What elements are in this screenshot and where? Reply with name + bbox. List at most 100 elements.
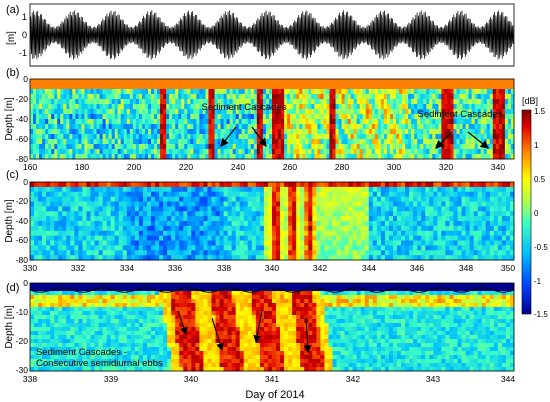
heat-cell: [58, 327, 63, 332]
heat-cell: [106, 235, 112, 242]
heat-cell: [449, 211, 454, 217]
heat-cell: [365, 134, 370, 140]
heat-cell: [160, 109, 164, 115]
heat-cell: [215, 225, 221, 232]
heat-cell: [74, 191, 79, 198]
heat-cell: [138, 129, 143, 135]
heat-cell: [96, 124, 101, 130]
heat-cell: [364, 255, 370, 261]
heat-cell: [413, 230, 418, 237]
heat-cell: [469, 255, 475, 261]
heat-cell: [66, 331, 71, 336]
heat-cell: [227, 255, 233, 261]
heat-cell: [72, 109, 76, 115]
heat-cell: [114, 216, 120, 222]
heat-cell: [203, 221, 208, 227]
heat-cell: [510, 154, 515, 160]
heat-cell: [413, 186, 418, 193]
heat-cell: [244, 154, 249, 160]
heat-cell: [505, 235, 511, 242]
heat-cell: [48, 89, 52, 95]
heat-cell: [253, 94, 258, 100]
heat-cell: [229, 134, 234, 140]
heat-cell: [175, 196, 180, 203]
heat-cell: [66, 339, 71, 344]
heat-cell: [74, 311, 79, 316]
heat-cell: [105, 114, 110, 120]
heat-cell: [215, 235, 221, 242]
heat-cell: [383, 129, 388, 135]
heat-cell: [477, 119, 482, 125]
heat-cell: [497, 186, 503, 193]
heat-cell: [46, 196, 51, 203]
heat-cell: [362, 119, 367, 125]
heat-cell: [84, 154, 88, 160]
heat-cell: [477, 216, 483, 222]
heat-cell: [296, 225, 301, 232]
heat-cell: [86, 283, 91, 288]
heat-cell: [409, 240, 414, 246]
heat-cell: [296, 250, 301, 256]
heat-cell: [247, 119, 252, 125]
heat-cell: [305, 149, 309, 155]
heat-cell: [34, 201, 39, 207]
heat-cell: [166, 99, 170, 105]
heat-cell: [243, 221, 249, 227]
heat-cell: [348, 255, 354, 261]
heat-cell: [360, 201, 366, 207]
heat-cell: [461, 255, 467, 261]
heat-cell: [473, 201, 479, 207]
heat-cell: [238, 124, 243, 130]
heat-cell: [54, 129, 58, 135]
heat-cell: [250, 154, 255, 160]
heat-cell: [239, 235, 245, 242]
heat-cell: [42, 206, 47, 212]
heat-cell: [498, 124, 503, 130]
heat-cell: [272, 206, 277, 212]
heat-cell: [175, 255, 180, 261]
heat-cell: [314, 94, 318, 100]
heat-cell: [287, 89, 291, 95]
heat-cell: [190, 139, 194, 145]
heat-cell: [151, 79, 155, 85]
heat-cell: [386, 154, 391, 160]
heat-cell: [465, 211, 471, 217]
heat-cell: [81, 114, 85, 120]
heat-cell: [380, 235, 386, 242]
heat-cell: [304, 240, 309, 246]
heat-cell: [275, 144, 279, 150]
heat-cell: [509, 186, 515, 193]
heat-cell: [344, 129, 349, 135]
heat-cell: [308, 109, 312, 115]
heat-cell: [159, 225, 164, 232]
heat-cell: [356, 154, 361, 160]
heat-cell: [465, 109, 470, 115]
heat-cell: [58, 299, 63, 304]
heat-cell: [42, 287, 47, 292]
heat-cell: [39, 94, 43, 100]
heat-cell: [211, 230, 217, 237]
heat-cell: [231, 230, 237, 237]
heat-cell: [365, 89, 370, 95]
heat-cell: [48, 84, 52, 90]
heat-cell: [138, 154, 143, 160]
heat-cell: [304, 201, 309, 207]
heat-cell: [413, 216, 418, 222]
heat-cell: [160, 84, 164, 90]
heat-cell: [308, 139, 312, 145]
heat-cell: [211, 79, 216, 85]
heat-cell: [259, 211, 265, 217]
heat-cell: [393, 99, 397, 105]
heat-cell: [411, 124, 415, 130]
heat-cell: [281, 99, 285, 105]
heat-cell: [82, 211, 87, 217]
heat-cell: [46, 255, 51, 261]
heat-cell: [171, 196, 176, 203]
heat-cell: [146, 211, 152, 217]
heat-cell: [58, 291, 63, 296]
heat-cell: [190, 114, 194, 120]
heat-cell: [326, 119, 330, 125]
heat-cell: [141, 129, 146, 135]
heat-cell: [98, 287, 104, 292]
heat-cell: [380, 139, 385, 145]
